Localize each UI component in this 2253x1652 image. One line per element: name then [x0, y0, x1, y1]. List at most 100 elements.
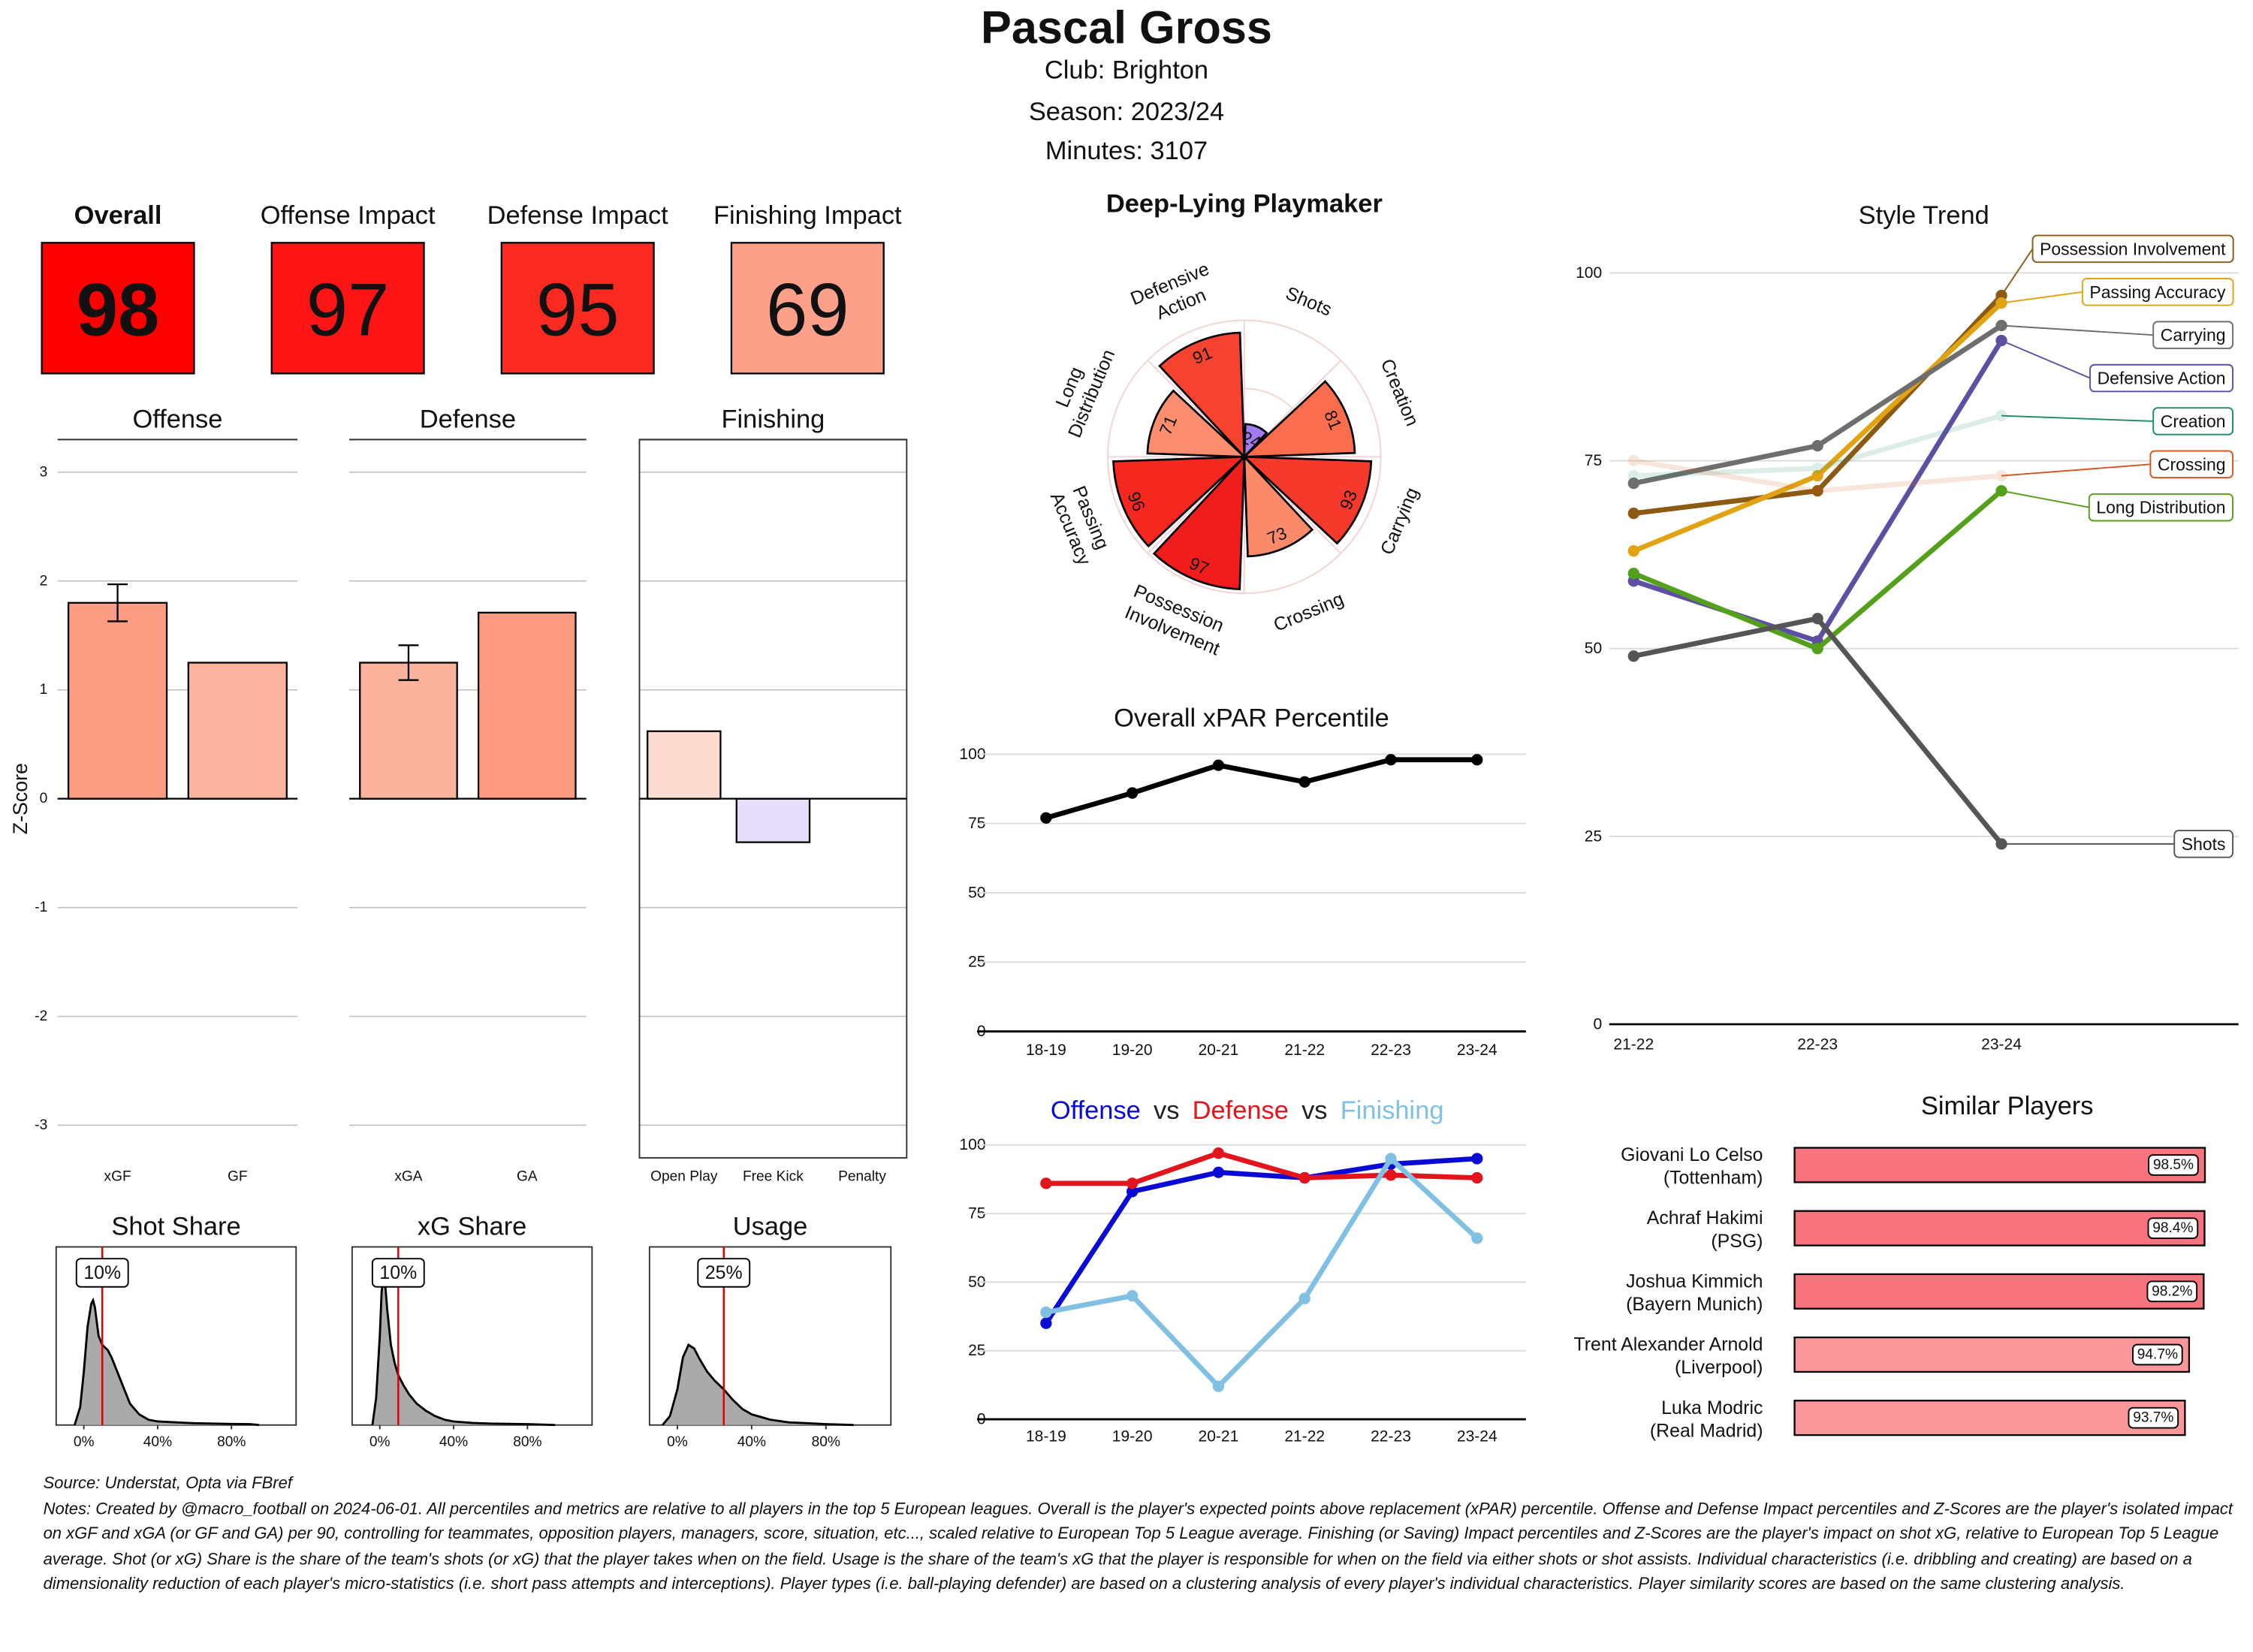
point	[1212, 1166, 1225, 1178]
series-label-box	[2088, 493, 2233, 522]
point	[1040, 1306, 1052, 1319]
value-label-box	[2146, 1280, 2198, 1303]
y-tick-label: 50	[1585, 640, 1602, 657]
percentile-label: 10%	[379, 1262, 417, 1283]
polar-bar	[1158, 331, 1246, 460]
point	[1995, 334, 2007, 347]
series-label: Shots	[2182, 834, 2226, 854]
facet-title: Offense	[132, 405, 222, 434]
series-label: Carrying	[2161, 325, 2226, 345]
y-tick-label: 0	[40, 791, 48, 806]
x-tick-label: 21-22	[1284, 1042, 1325, 1059]
player-detail: Club: Brighton	[1045, 56, 1208, 85]
player-club: (PSG)	[1711, 1231, 1763, 1252]
point	[1627, 454, 1639, 467]
player-name: Achraf Hakimi	[1647, 1207, 1763, 1228]
bar	[1793, 1273, 2205, 1310]
series-label-box	[2152, 321, 2233, 349]
x-tick-label: 18-19	[1026, 1428, 1066, 1446]
error-bar	[107, 583, 128, 623]
point	[1126, 787, 1139, 799]
series	[1040, 1153, 1483, 1392]
chart-title: Offense vs Defense vs Finishing	[1051, 1096, 1444, 1125]
score-box	[500, 242, 655, 375]
legend-label: Defense	[1193, 1096, 1289, 1125]
y-tick-label: 2	[40, 573, 48, 589]
point	[1471, 1153, 1483, 1165]
y-tick-label: 75	[968, 1205, 985, 1222]
value-label: 98.5%	[2153, 1157, 2194, 1173]
point	[1298, 776, 1310, 788]
density-area	[662, 1343, 854, 1427]
x-tick-label: 40%	[439, 1434, 468, 1450]
source: Source: Understat, Opta via FBref	[43, 1475, 292, 1493]
score-value: 69	[766, 269, 849, 352]
x-tick-label: 40%	[737, 1434, 766, 1450]
label-connector	[2001, 324, 2154, 336]
series	[1627, 454, 2007, 497]
label-connector	[2001, 291, 2083, 304]
percentile-label: 25%	[705, 1262, 743, 1283]
line	[1633, 413, 2002, 478]
chart-title: Style Trend	[1859, 201, 1989, 230]
x-tick-label: 40%	[143, 1434, 172, 1450]
x-tick-label: 19-20	[1112, 1428, 1153, 1446]
point	[1471, 1232, 1483, 1244]
player-club: (Tottenham)	[1663, 1168, 1763, 1189]
y-tick-label: -1	[35, 900, 47, 915]
value-label-box	[2128, 1406, 2179, 1429]
polar-bar	[1146, 389, 1247, 458]
series-label: Passing Accuracy	[2089, 282, 2226, 302]
bar	[67, 601, 168, 800]
x-tick-label: Open Play	[650, 1168, 718, 1184]
chart-title: Overall xPAR Percentile	[1114, 704, 1389, 733]
x-tick-label: GF	[228, 1168, 248, 1184]
polar-bar	[1243, 423, 1268, 460]
bar	[1793, 1336, 2191, 1373]
y-tick-label: 50	[968, 1274, 985, 1291]
player-name: Luka Modric	[1661, 1397, 1763, 1418]
point	[1627, 477, 1639, 490]
score-value: 98	[77, 269, 160, 352]
x-tick-label: xGA	[394, 1168, 422, 1184]
point	[1811, 484, 1823, 497]
point	[1627, 469, 1639, 482]
point	[1627, 568, 1639, 580]
bar	[1793, 1210, 2206, 1247]
player-club: (Bayern Munich)	[1626, 1294, 1763, 1315]
y-tick-label: 0	[1594, 1015, 1603, 1032]
point	[1385, 754, 1397, 766]
line	[1045, 757, 1477, 821]
score-label: Offense Impact	[261, 201, 436, 230]
bar	[1793, 1400, 2186, 1436]
y-tick-label: 3	[40, 464, 48, 480]
x-tick-label: 20-21	[1199, 1042, 1239, 1059]
polar-bar	[1152, 454, 1246, 590]
score-box	[730, 242, 885, 375]
series-label-box	[2031, 234, 2234, 264]
percentile-label-box	[75, 1258, 129, 1288]
line	[1044, 1156, 1477, 1325]
player-club: (Liverpool)	[1675, 1357, 1763, 1378]
label-connector	[2001, 463, 2151, 477]
point	[1298, 1171, 1310, 1184]
panel-title: xG Share	[418, 1213, 526, 1241]
point	[1471, 754, 1483, 766]
point	[1040, 1317, 1052, 1329]
footer: Source: Understat, Opta via FBref Notes:…	[43, 1475, 2233, 1593]
x-tick-label: 80%	[513, 1434, 541, 1450]
y-tick-label: 25	[968, 1342, 985, 1359]
score-label: Finishing Impact	[713, 201, 902, 230]
y-tick-label: 100	[1576, 264, 1602, 282]
value-label: 94.7%	[2137, 1347, 2178, 1363]
player-name: Joshua Kimmich	[1626, 1271, 1763, 1292]
point	[1811, 643, 1823, 655]
title-separator: vs	[1154, 1096, 1179, 1125]
bar	[187, 662, 288, 800]
player-club: (Real Madrid)	[1650, 1420, 1763, 1441]
player-detail: Season: 2023/24	[1029, 98, 1224, 126]
value-label-box	[2132, 1343, 2183, 1366]
percentile-label: 10%	[83, 1262, 121, 1283]
score-label: Defense Impact	[487, 201, 669, 230]
